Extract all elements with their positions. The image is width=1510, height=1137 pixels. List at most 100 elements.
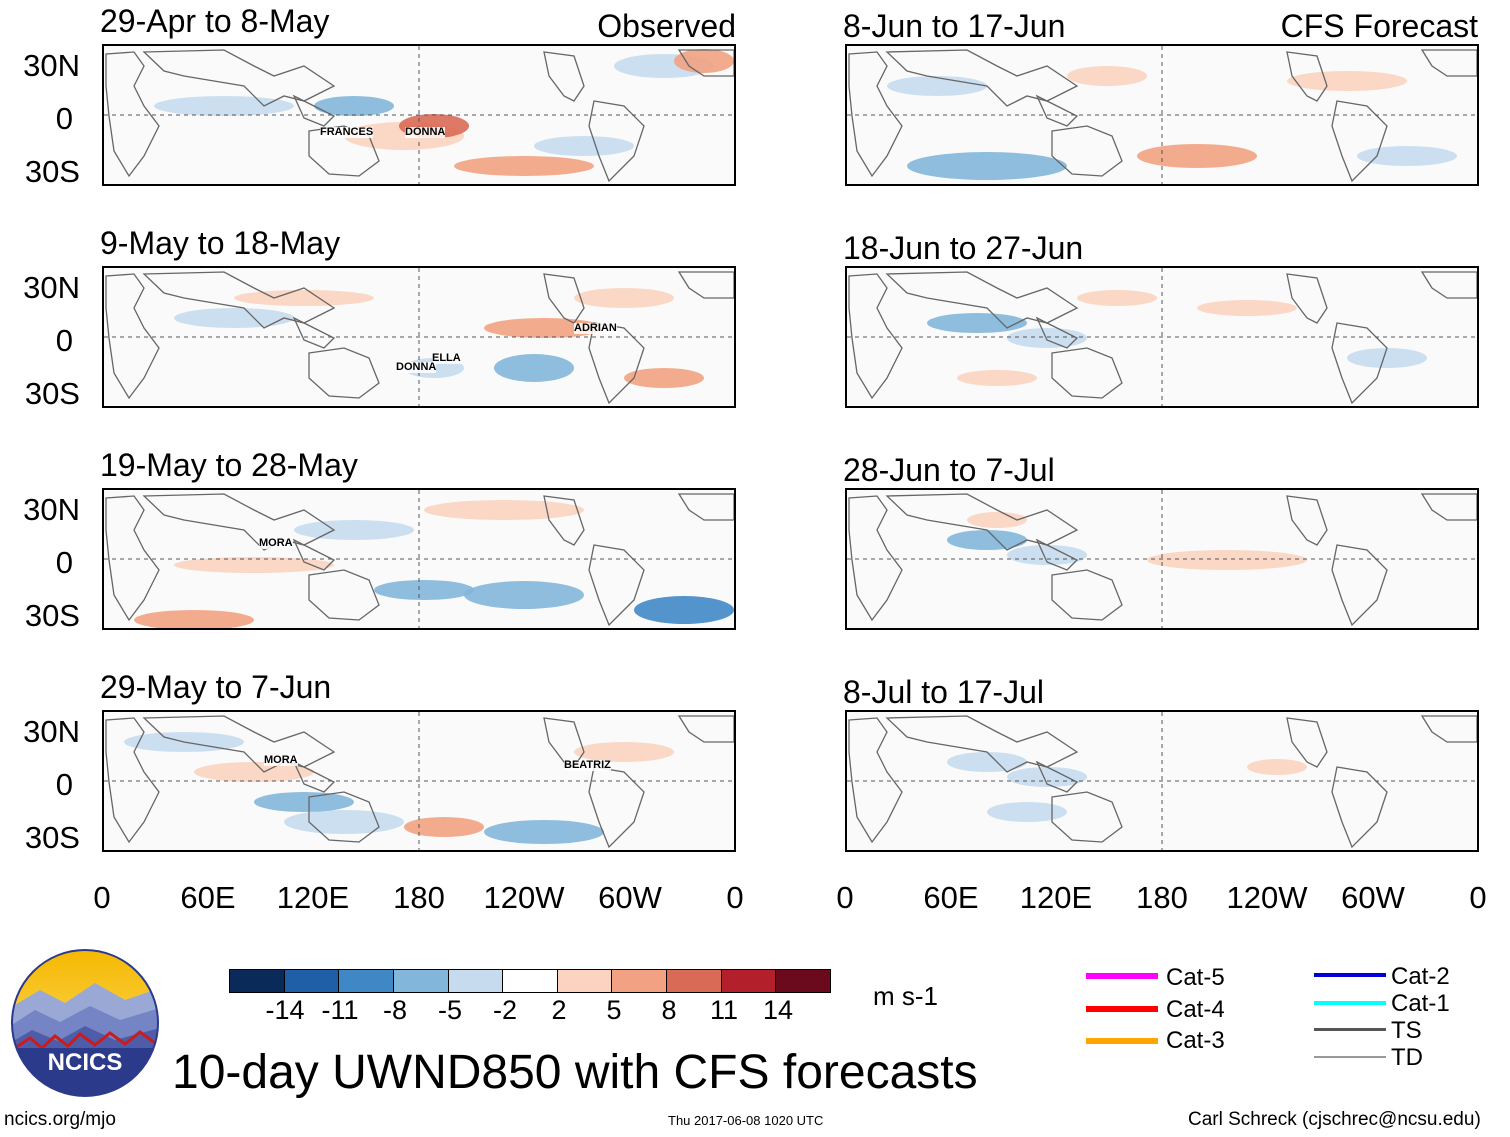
forecast-map-3 — [845, 488, 1479, 630]
observed-map-3 — [102, 488, 736, 630]
lon-label: 60E — [923, 880, 979, 915]
anomaly-shading — [314, 96, 394, 116]
lon-label: 0 — [93, 880, 111, 915]
colorbar-label: 2 — [551, 995, 567, 1025]
coastline — [105, 51, 160, 178]
lon-label: 60E — [180, 880, 236, 915]
coastline — [848, 273, 903, 400]
map-graphic — [104, 46, 734, 184]
colorbar-swatch — [667, 970, 722, 992]
coastline — [848, 495, 903, 622]
coastline — [848, 717, 903, 844]
coastline — [1035, 316, 1079, 349]
lat-label-30n: 30N — [23, 492, 80, 527]
colorbar-label: -8 — [382, 995, 407, 1025]
anomaly-shading — [1007, 767, 1087, 787]
fc-title-1: 8-Jun to 17-Jun — [843, 8, 1066, 44]
legend-line-cat2 — [1314, 973, 1386, 977]
lat-label-30n: 30N — [23, 270, 80, 305]
coastline — [885, 49, 1079, 107]
storm-label-mora: MORA — [259, 537, 293, 549]
anomaly-shading — [1197, 300, 1297, 316]
anomaly-shading — [1137, 144, 1257, 168]
colorbar-swatch — [448, 970, 504, 992]
anomaly-shading — [947, 530, 1027, 550]
colorbar-swatch — [230, 970, 285, 992]
anomaly-shading — [174, 308, 294, 328]
anomaly-shading — [1007, 545, 1087, 565]
logo-text: NCICS — [48, 1049, 123, 1076]
anomaly-shading — [907, 152, 1067, 180]
anomaly-shading — [947, 752, 1027, 772]
lat-label-30s: 30S — [24, 376, 80, 411]
anomaly-shading — [987, 802, 1067, 822]
lat-label-30n: 30N — [23, 714, 80, 749]
lat-label-30s: 30S — [24, 820, 80, 855]
fc-title-3: 28-Jun to 7-Jul — [843, 452, 1055, 488]
coastline — [885, 271, 1079, 329]
lon-label: 180 — [1136, 880, 1188, 915]
lat-label-eq: 0 — [55, 767, 73, 802]
map-graphic — [847, 712, 1477, 850]
coastline — [1420, 271, 1477, 299]
obs-title-2: 9-May to 18-May — [100, 225, 341, 261]
coastline — [588, 544, 645, 627]
coastline — [292, 538, 336, 571]
coastline — [543, 51, 585, 102]
observed-map-4 — [102, 710, 736, 852]
footer-timestamp: Thu 2017-06-08 1020 UTC — [668, 1113, 824, 1128]
colorbar-swatch — [721, 970, 777, 992]
legend-label-cat1: Cat-1 — [1391, 990, 1450, 1017]
colorbar-swatch — [503, 970, 558, 992]
anomaly-shading — [454, 156, 594, 176]
storm-label-adrian: ADRIAN — [574, 322, 617, 334]
anomaly-shading — [927, 313, 1027, 333]
anomaly-shading — [494, 354, 574, 382]
coastline — [105, 717, 160, 844]
map-graphic — [847, 268, 1477, 406]
legend-line-cat1 — [1314, 1001, 1386, 1005]
colorbar-units: m s-1 — [873, 981, 938, 1011]
coastline — [588, 322, 645, 405]
legend-line-ts — [1314, 1028, 1386, 1031]
anomaly-shading — [1077, 290, 1157, 306]
lat-label-30s: 30S — [24, 154, 80, 189]
forecast-map-1 — [845, 44, 1479, 186]
lat-label-30n: 30N — [23, 48, 80, 83]
legend-line-cat5 — [1086, 973, 1158, 979]
coastline — [1286, 51, 1328, 102]
anomaly-shading — [404, 817, 484, 837]
footer-url: ncics.org/mjo — [4, 1109, 116, 1130]
coastline — [1420, 715, 1477, 743]
legend-label-ts: TS — [1391, 1017, 1422, 1044]
lat-label-eq: 0 — [55, 545, 73, 580]
map-graphic — [847, 46, 1477, 184]
map-graphic — [104, 490, 734, 628]
coastline — [142, 493, 336, 551]
coastline — [677, 715, 734, 743]
anomaly-shading — [174, 557, 334, 573]
anomaly-shading — [284, 810, 404, 834]
lon-label: 60W — [1341, 880, 1405, 915]
map-graphic — [104, 268, 734, 406]
storm-label-mora: MORA — [264, 754, 298, 766]
anomaly-shading — [424, 500, 584, 520]
coastline — [1051, 569, 1123, 621]
fc-title-4: 8-Jul to 17-Jul — [843, 674, 1044, 710]
colorbar-label: 11 — [709, 995, 739, 1025]
coastline — [142, 49, 336, 107]
colorbar-label: -5 — [437, 995, 462, 1025]
coastline — [1331, 322, 1388, 405]
anomaly-shading — [464, 581, 584, 609]
coastline — [1331, 544, 1388, 627]
lat-label-30s: 30S — [24, 598, 80, 633]
coastline — [677, 493, 734, 521]
coastline — [1035, 760, 1079, 793]
colorbar-swatch — [284, 970, 340, 992]
storm-label-donna: DONNA — [405, 126, 446, 138]
lon-label: 120E — [1019, 880, 1093, 915]
legend-line-cat3 — [1086, 1038, 1158, 1044]
colorbar — [229, 969, 831, 993]
colorbar-label: -2 — [492, 995, 517, 1025]
legend-label-cat2: Cat-2 — [1391, 963, 1450, 990]
